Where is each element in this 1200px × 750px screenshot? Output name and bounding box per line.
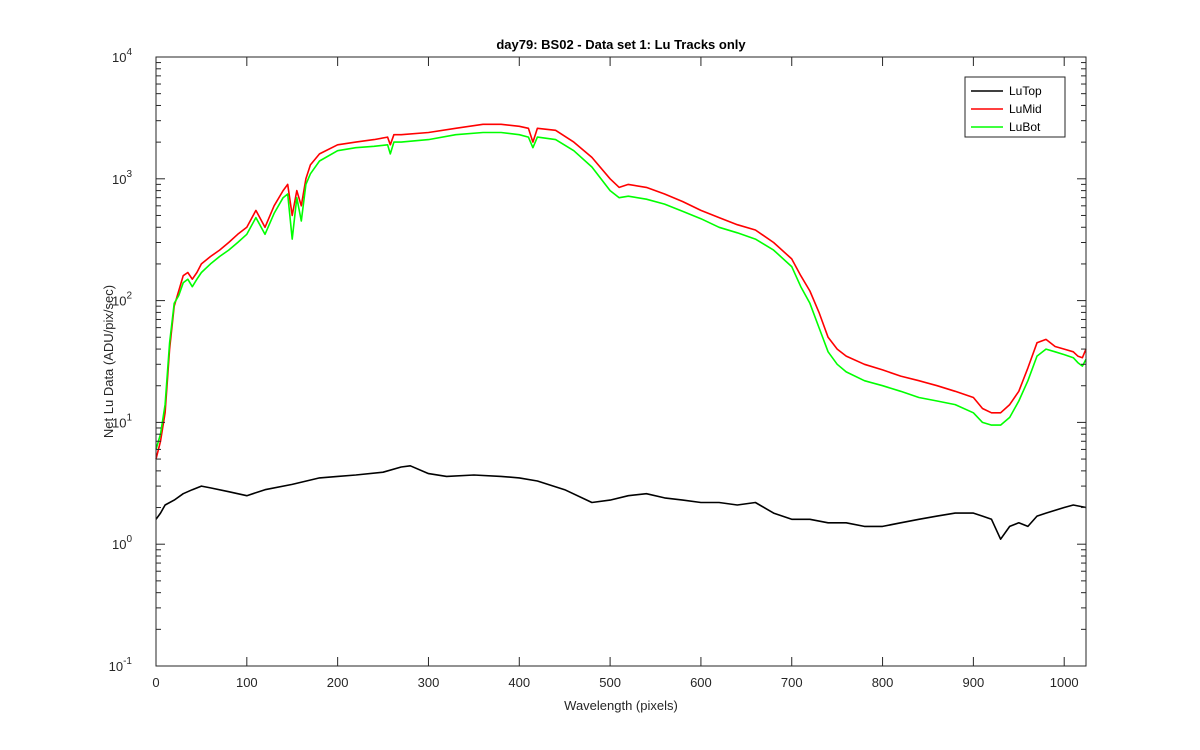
x-tick-label: 1000 [1050, 675, 1079, 690]
y-tick-label-exponent: 1 [126, 412, 132, 423]
y-tick-label: 103 [112, 169, 132, 187]
chart-title: day79: BS02 - Data set 1: Lu Tracks only [496, 37, 746, 52]
y-tick-label-base: 10 [109, 659, 123, 674]
y-tick-label-base: 10 [112, 415, 126, 430]
x-tick-label: 900 [963, 675, 985, 690]
y-tick-label-exponent: 2 [126, 291, 132, 302]
series-line-lutop [155, 464, 1087, 541]
x-tick-label: 400 [508, 675, 530, 690]
x-tick-label: 200 [327, 675, 349, 690]
y-tick-label: 101 [112, 412, 132, 430]
series-line-lumid [155, 123, 1087, 460]
y-tick-label-base: 10 [112, 50, 126, 65]
y-tick-label-exponent: -1 [123, 656, 132, 667]
series-line-lubot [155, 131, 1087, 450]
x-tick-label: 700 [781, 675, 803, 690]
ticks-layer: 0 100 200 300 400 500 600 700 800 900 100010-11001… [109, 47, 1086, 690]
plot-area [156, 57, 1086, 666]
series-layer [155, 123, 1087, 541]
y-tick-label: 10-1 [109, 656, 133, 674]
y-axis-label: Net Lu Data (ADU/pix/sec) [101, 285, 116, 438]
legend: LuTop LuMid LuBot [964, 76, 1066, 138]
y-tick-label: 100 [112, 534, 132, 552]
y-tick-label-base: 10 [112, 537, 126, 552]
x-tick-label: 500 [599, 675, 621, 690]
x-axis-label: Wavelength (pixels) [564, 698, 678, 713]
y-tick-label-base: 10 [112, 172, 126, 187]
axes-box [155, 56, 1087, 667]
y-tick-label-exponent: 4 [126, 47, 132, 58]
y-tick-label: 104 [112, 47, 132, 65]
x-tick-label: 100 [236, 675, 258, 690]
x-tick-label: 800 [872, 675, 894, 690]
y-tick-label-base: 10 [112, 294, 126, 309]
x-tick-label: 0 [152, 675, 159, 690]
x-tick-label: 600 [690, 675, 712, 690]
y-tick-label: 102 [112, 291, 132, 309]
y-tick-label-exponent: 0 [126, 534, 132, 545]
legend-label-lutop: LuTop [1009, 84, 1042, 98]
legend-label-lubot: LuBot [1009, 120, 1041, 134]
legend-label-lumid: LuMid [1009, 102, 1042, 116]
x-tick-label: 300 [418, 675, 440, 690]
y-tick-label-exponent: 3 [126, 169, 132, 180]
